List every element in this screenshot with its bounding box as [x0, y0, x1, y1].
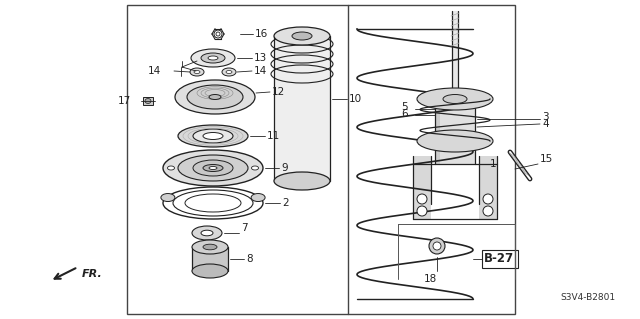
Text: 10: 10: [349, 94, 362, 104]
Ellipse shape: [178, 155, 248, 181]
Bar: [482, 250, 518, 268]
Ellipse shape: [191, 49, 235, 67]
Text: 14: 14: [254, 66, 268, 76]
Text: 8: 8: [246, 254, 253, 264]
Text: 2: 2: [282, 198, 289, 208]
Text: B-27: B-27: [484, 253, 514, 265]
Text: 11: 11: [267, 131, 280, 141]
Ellipse shape: [193, 129, 233, 143]
Polygon shape: [193, 88, 237, 97]
Ellipse shape: [483, 194, 493, 204]
Polygon shape: [413, 156, 431, 219]
Polygon shape: [274, 36, 330, 181]
Text: 16: 16: [255, 29, 268, 39]
Ellipse shape: [209, 167, 217, 169]
Text: 13: 13: [254, 53, 268, 63]
Ellipse shape: [429, 238, 445, 254]
Polygon shape: [413, 156, 497, 164]
Ellipse shape: [187, 85, 243, 109]
Text: 5: 5: [401, 102, 408, 112]
Text: 4: 4: [542, 119, 548, 129]
Text: 14: 14: [148, 66, 161, 76]
Polygon shape: [192, 247, 228, 271]
Ellipse shape: [209, 94, 221, 100]
Ellipse shape: [161, 194, 175, 202]
Ellipse shape: [483, 206, 493, 216]
Text: 15: 15: [540, 154, 553, 164]
Polygon shape: [435, 99, 475, 164]
Bar: [127, 5, 515, 314]
Ellipse shape: [163, 150, 263, 186]
Text: 17: 17: [118, 96, 131, 106]
Ellipse shape: [192, 240, 228, 254]
Ellipse shape: [192, 226, 222, 240]
Ellipse shape: [417, 206, 427, 216]
Ellipse shape: [274, 27, 330, 45]
Text: 7: 7: [241, 223, 248, 233]
Text: 3: 3: [542, 112, 548, 122]
Ellipse shape: [203, 132, 223, 139]
Ellipse shape: [173, 190, 253, 216]
Text: 9: 9: [281, 163, 287, 173]
Ellipse shape: [292, 32, 312, 40]
Polygon shape: [479, 156, 497, 219]
Ellipse shape: [168, 166, 175, 170]
Ellipse shape: [192, 264, 228, 278]
Polygon shape: [452, 11, 458, 99]
Ellipse shape: [252, 166, 259, 170]
Text: 12: 12: [272, 87, 285, 97]
Ellipse shape: [193, 160, 233, 176]
Ellipse shape: [274, 172, 330, 190]
Ellipse shape: [443, 94, 467, 103]
Polygon shape: [435, 99, 440, 164]
Ellipse shape: [194, 70, 200, 73]
Ellipse shape: [433, 242, 441, 250]
Ellipse shape: [417, 88, 493, 110]
Ellipse shape: [417, 130, 493, 152]
Ellipse shape: [226, 70, 232, 73]
Ellipse shape: [178, 125, 248, 147]
Text: FR.: FR.: [82, 269, 103, 279]
Text: 18: 18: [424, 274, 436, 284]
Ellipse shape: [175, 80, 255, 114]
Ellipse shape: [145, 99, 151, 103]
Ellipse shape: [208, 56, 218, 60]
Ellipse shape: [201, 230, 213, 236]
Text: S3V4-B2801: S3V4-B2801: [560, 293, 615, 301]
Ellipse shape: [201, 53, 225, 63]
Ellipse shape: [251, 194, 265, 202]
Text: 1: 1: [490, 159, 497, 169]
Ellipse shape: [203, 165, 223, 172]
Bar: [143, 97, 153, 105]
Ellipse shape: [417, 194, 427, 204]
Ellipse shape: [203, 244, 217, 250]
Text: 6: 6: [401, 109, 408, 119]
Ellipse shape: [190, 68, 204, 76]
Ellipse shape: [222, 68, 236, 76]
